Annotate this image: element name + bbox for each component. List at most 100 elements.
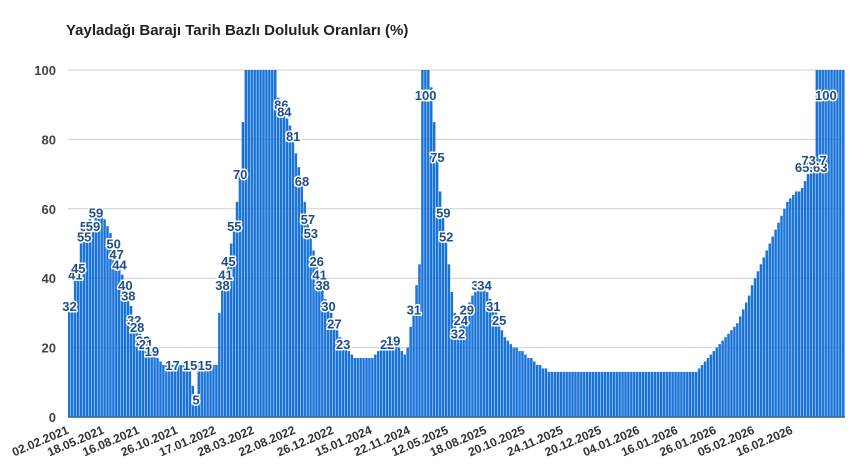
bar[interactable] [141,340,145,417]
bar[interactable] [733,326,736,417]
bar[interactable] [659,371,663,417]
bar[interactable] [653,371,657,417]
bar[interactable] [538,364,542,417]
bar[interactable] [153,354,156,417]
bar[interactable] [374,354,377,417]
bar[interactable] [600,371,604,417]
bar[interactable] [430,87,433,417]
bar[interactable] [324,299,327,417]
bar[interactable] [303,201,306,417]
bar[interactable] [285,118,289,417]
bar[interactable] [356,358,359,417]
bar[interactable] [129,305,133,417]
bar[interactable] [527,358,530,417]
bar[interactable] [556,371,560,417]
bar[interactable] [291,135,295,417]
bar[interactable] [818,70,821,417]
bar[interactable] [515,347,518,417]
bar[interactable] [597,371,601,417]
bar[interactable] [226,260,230,417]
bar[interactable] [329,312,333,417]
bar[interactable] [394,344,398,417]
bar[interactable] [741,309,745,417]
bar[interactable] [706,358,710,417]
bar[interactable] [418,264,421,417]
bar[interactable] [488,299,492,417]
bar[interactable] [624,371,627,417]
bar[interactable] [462,316,465,417]
bar[interactable] [173,364,177,417]
bar[interactable] [309,233,312,417]
bar[interactable] [447,264,451,417]
bar[interactable] [618,371,621,417]
bar[interactable] [88,219,92,417]
bar[interactable] [612,371,615,417]
bar[interactable] [474,292,477,417]
bar[interactable] [115,253,118,417]
bar[interactable] [250,70,253,417]
bar[interactable] [691,371,695,417]
bar[interactable] [718,344,721,417]
bar[interactable] [409,326,412,417]
bar[interactable] [553,371,557,417]
bar[interactable] [633,371,636,417]
bar[interactable] [792,194,795,417]
bar[interactable] [288,125,292,418]
bar[interactable] [580,371,583,417]
bar[interactable] [521,351,524,417]
bar[interactable] [176,364,180,417]
bar[interactable] [821,70,824,417]
bar[interactable] [162,364,165,417]
bar[interactable] [209,364,212,417]
bar[interactable] [432,122,436,418]
bar[interactable] [815,70,819,417]
bar[interactable] [544,368,548,417]
bar[interactable] [238,174,242,417]
bar[interactable] [282,111,286,417]
bar[interactable] [683,371,686,417]
bar[interactable] [803,181,807,417]
bar[interactable] [603,371,607,417]
bar[interactable] [371,358,374,417]
bar[interactable] [377,351,380,417]
bar[interactable] [73,274,77,417]
bar[interactable] [656,371,660,417]
bar[interactable] [94,212,97,417]
bar[interactable] [794,191,798,417]
bar[interactable] [694,371,698,417]
bar[interactable] [203,364,206,417]
bar[interactable] [400,351,404,417]
bar[interactable] [156,358,159,417]
bar[interactable] [630,371,633,417]
bar[interactable] [647,371,651,417]
bar[interactable] [259,70,262,417]
bar[interactable] [453,312,457,417]
bar[interactable] [297,167,301,417]
bar[interactable] [583,371,586,417]
bar[interactable] [126,295,130,417]
bar[interactable] [477,285,480,417]
bar[interactable] [182,364,186,417]
bar[interactable] [335,330,339,417]
bar[interactable] [168,364,171,417]
bar[interactable] [609,371,613,417]
bar[interactable] [565,371,568,417]
bar[interactable] [709,354,713,417]
bar[interactable] [212,364,215,417]
bar[interactable] [541,368,545,417]
bar[interactable] [780,215,783,417]
bar[interactable] [132,319,136,417]
bar[interactable] [456,333,459,417]
bar[interactable] [391,340,395,417]
bar[interactable] [768,243,771,418]
bar[interactable] [812,160,816,417]
bar[interactable] [641,371,645,417]
bar[interactable] [712,351,716,417]
bar[interactable] [223,274,227,417]
bar[interactable] [744,302,748,417]
bar[interactable] [438,191,442,417]
bar[interactable] [359,358,362,417]
bar[interactable] [842,70,845,417]
bar[interactable] [379,347,383,417]
bar[interactable] [135,326,139,417]
